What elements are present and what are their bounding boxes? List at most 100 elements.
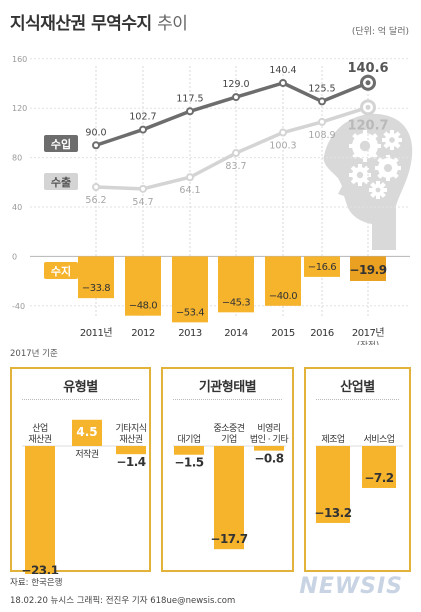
exports-series-point [232, 149, 240, 158]
imports-value-label: 140.6 [347, 61, 388, 76]
exports-value-label: 100.3 [269, 141, 296, 152]
balance-tag-box [44, 262, 78, 279]
exports-value-label: 83.7 [225, 161, 246, 172]
unit-label: (단위: 억 달러) [351, 27, 409, 37]
imports-series-point [318, 97, 326, 106]
gear-icon [369, 181, 387, 199]
balance-bar [304, 256, 340, 277]
x-tick-label: 2016 [310, 328, 334, 339]
balance-value-label: −16.6 [308, 262, 336, 273]
breakdown-bar [25, 446, 55, 574]
imports-value-label: 90.0 [85, 127, 106, 138]
newsis-logo: NEWSIS [299, 574, 403, 599]
gear-hole [375, 187, 381, 193]
exports-value-label: 108.9 [308, 130, 335, 141]
balance-bar [265, 256, 301, 306]
breakdown-bar [362, 446, 396, 488]
exports-value-label: 54.7 [132, 197, 153, 208]
imports-value-label: 102.7 [129, 112, 156, 123]
chart-title-main: 지식재산권 무역수지 [10, 14, 152, 34]
x-tick-label: 2011년 [80, 327, 112, 339]
basis-note: 2017년 기준 [10, 349, 58, 359]
balance-bar [218, 256, 254, 313]
exports-tag-box [44, 173, 78, 190]
breakdown-value-label: −7.2 [364, 471, 393, 485]
x-tick-label: 2012 [131, 328, 155, 339]
imports-tag: 수입 [44, 135, 78, 152]
exports-tag-label: 수출 [51, 175, 71, 189]
panel-chart: −13.2 제조업 −7.2 서비스업 [314, 434, 403, 523]
panel-title: 기관형태별 [198, 380, 257, 395]
breakdown-category-label: 기타지식 [115, 423, 146, 434]
breakdown-value-label: −0.8 [254, 452, 283, 466]
panel-by-industry: 산업별 −13.2 제조업 −7.2 서비스업 [304, 367, 411, 572]
gear-hole [359, 140, 371, 152]
balance-bar [78, 256, 114, 299]
balance-value-label: −53.4 [176, 307, 204, 318]
imports-value-label: 125.5 [308, 83, 335, 94]
exports-series-point [139, 184, 147, 193]
breakdown-category-label: 중소중견 [213, 422, 244, 434]
balance-value-label: −33.8 [82, 283, 110, 294]
breakdown-value-label: −23.1 [21, 564, 58, 574]
gear-icon [375, 155, 401, 181]
y-tick-label: 160 [12, 55, 27, 64]
y-tick-label: 0 [12, 252, 17, 261]
balance-value-label: −45.3 [222, 297, 250, 308]
breakdown-category-label: 제조업 [321, 434, 345, 445]
breakdown-value-label: −17.7 [210, 532, 247, 546]
breakdown-category-label: 법인 · 기타 [250, 434, 289, 445]
balance-tag-label: 수지 [51, 264, 71, 278]
breakdown-category-label: 산업 [32, 423, 48, 434]
exports-series-point [318, 117, 326, 126]
imports-value-label: 117.5 [176, 93, 203, 104]
x-tick-note: (잠정) [357, 340, 379, 345]
exports-series-point [279, 128, 287, 137]
breakdown-category-label: 비영리 [257, 423, 281, 434]
breakdown-bar [254, 446, 284, 451]
imports-tag-label: 수입 [51, 138, 71, 151]
breakdown-bar [174, 446, 204, 455]
breakdown-bar [316, 446, 350, 523]
exports-tag: 수출 [44, 173, 78, 190]
gear-icon [349, 164, 371, 186]
gear-hole [356, 171, 364, 179]
exports-series-point [92, 182, 100, 191]
balance-value-label: −48.0 [129, 301, 157, 312]
breakdown-bar [214, 446, 244, 550]
breakdown-value-label: −1.5 [174, 456, 203, 470]
panel-title: 산업별 [340, 380, 375, 395]
breakdown-category-label: 기업 [221, 434, 237, 445]
source-note: 자료: 한국은행 [10, 578, 63, 588]
gear-hole [384, 164, 392, 172]
gear-icon [382, 130, 402, 150]
breakdown-category-label: 재산권 [119, 433, 143, 445]
imports-series-point [186, 107, 194, 116]
y-tick-label: 80 [12, 154, 22, 163]
panel-divider [173, 399, 282, 400]
head-illustration [323, 113, 413, 250]
breakdown-bar [116, 446, 146, 455]
balance-bar [350, 256, 386, 281]
x-tick-label: 2015 [271, 328, 295, 339]
imports-value-label: 129.0 [222, 79, 249, 90]
trade-balance-chart: -40 0 40 80 120 160 −33.8 −48.0 −53.4 −45.3 −40.0 −… [12, 55, 413, 345]
imports-series-point [139, 125, 147, 134]
exports-value-label: 64.1 [179, 185, 200, 196]
exports-series-point [186, 173, 194, 182]
x-tick-label: 2013 [178, 328, 202, 339]
balance-tag: 수지 [44, 262, 78, 279]
exports-value-label: 56.2 [85, 195, 106, 206]
balance-bar [125, 256, 161, 316]
gear-icon [349, 130, 381, 162]
panel-by-type: 유형별 −23.1 산업 재산권 4.5 저작권 −1.4 기타지식 재산권 [10, 367, 151, 574]
credit-note: 18.02.20 뉴시스 그래픽: 전진우 기자 618ue@newsis.co… [10, 596, 236, 606]
breakdown-category-label: 저작권 [75, 448, 99, 460]
y-tick-label: 40 [12, 203, 22, 212]
balance-bar [172, 256, 208, 323]
imports-tag-box [44, 135, 78, 152]
breakdown-category-label: 대기업 [177, 434, 201, 445]
imports-series-point [92, 141, 100, 150]
